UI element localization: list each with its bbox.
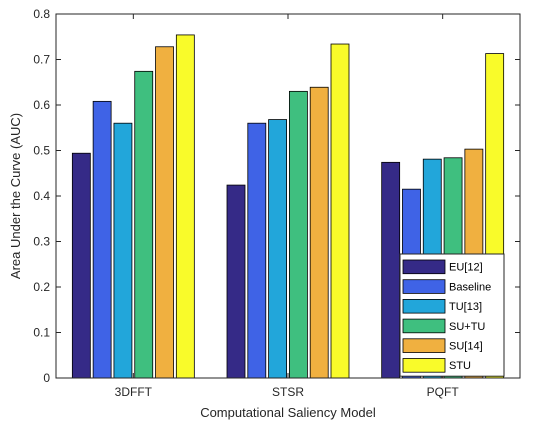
bar-stu-3dfft bbox=[175, 34, 195, 379]
bar-eu-12--stsr bbox=[226, 184, 246, 379]
legend-swatch bbox=[402, 279, 446, 294]
legend-label: SU[14] bbox=[449, 341, 483, 353]
legend-box bbox=[399, 253, 505, 377]
bar-eu-12--pqft bbox=[381, 161, 401, 379]
legend-label: SU+TU bbox=[449, 321, 485, 333]
y-axis: 0 0.1 0.2 0.3 0.4 0.5 0.6 0.7 0.8 bbox=[33, 7, 520, 385]
y-tick-label: 0.2 bbox=[33, 280, 50, 294]
legend-label: Baseline bbox=[449, 281, 491, 293]
legend-label: EU[12] bbox=[449, 262, 483, 274]
y-tick-label: 0.4 bbox=[33, 189, 50, 203]
y-tick-label: 0.8 bbox=[33, 7, 50, 21]
x-tick-label: PQFT bbox=[427, 385, 460, 399]
y-tick-label: 0 bbox=[43, 371, 50, 385]
y-tick-label: 0.5 bbox=[33, 144, 50, 158]
bar-tu-13--3dfft bbox=[113, 122, 133, 379]
legend-swatch bbox=[402, 318, 446, 334]
legend-label: TU[13] bbox=[449, 301, 482, 313]
bar-baseline-3dfft bbox=[92, 100, 112, 379]
bar-tu-13--stsr bbox=[268, 119, 288, 379]
bar-su-14--3dfft bbox=[155, 46, 174, 379]
legend-swatch bbox=[402, 298, 446, 314]
bars-layer bbox=[71, 34, 505, 379]
y-tick-label: 0.1 bbox=[33, 326, 50, 340]
bar-su-tu-3dfft bbox=[134, 70, 154, 379]
legend: EU[12] Baseline TU[13] SU+TU SU[14] STU bbox=[399, 253, 505, 377]
x-tick-label: STSR bbox=[272, 385, 304, 399]
bar-eu-12--3dfft bbox=[71, 152, 91, 379]
x-axis-title: Computational Saliency Model bbox=[200, 405, 376, 420]
bar-stu-stsr bbox=[330, 43, 350, 379]
legend-swatch bbox=[402, 358, 446, 373]
bar-baseline-stsr bbox=[247, 122, 267, 379]
x-tick-label: 3DFFT bbox=[115, 385, 153, 399]
bar-su-tu-stsr bbox=[288, 90, 308, 379]
y-tick-label: 0.3 bbox=[33, 235, 50, 249]
x-axis: 3DFFT STSR PQFT bbox=[115, 14, 460, 399]
legend-swatch bbox=[402, 259, 446, 275]
legend-label: STU bbox=[449, 360, 471, 372]
legend-swatch bbox=[402, 338, 446, 353]
y-tick-label: 0.6 bbox=[33, 98, 50, 112]
y-tick-label: 0.7 bbox=[33, 53, 50, 67]
bar-su-14--stsr bbox=[309, 86, 329, 379]
y-axis-title: Area Under the Curve (AUC) bbox=[8, 113, 23, 279]
